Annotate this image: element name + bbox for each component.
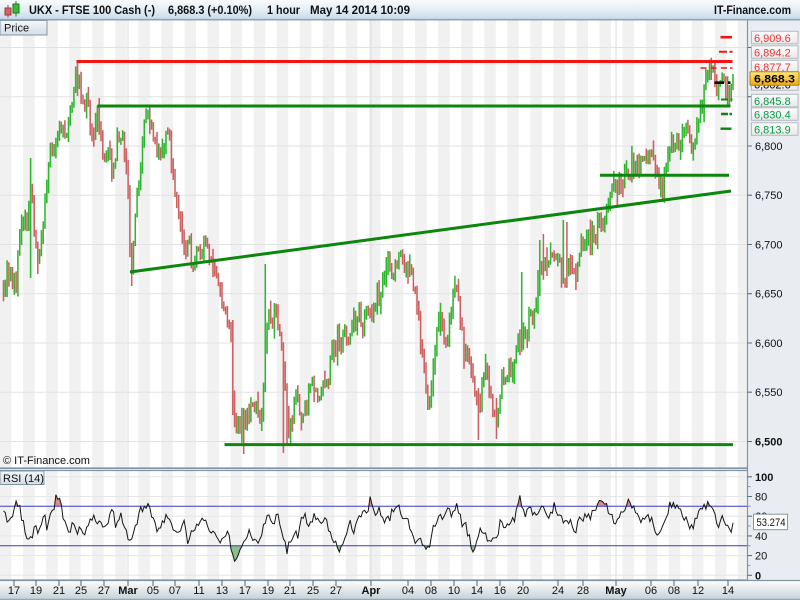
- svg-text:80: 80: [755, 492, 767, 504]
- svg-text:28: 28: [577, 585, 589, 597]
- svg-text:24: 24: [552, 585, 564, 597]
- svg-text:12: 12: [692, 585, 704, 597]
- svg-text:100: 100: [755, 472, 773, 484]
- svg-text:6,877.7: 6,877.7: [754, 62, 791, 74]
- svg-text:14: 14: [471, 585, 483, 597]
- svg-text:Apr: Apr: [362, 585, 382, 597]
- svg-text:04: 04: [402, 585, 414, 597]
- svg-text:17: 17: [8, 585, 20, 597]
- svg-text:17: 17: [239, 585, 251, 597]
- svg-text:08: 08: [425, 585, 437, 597]
- svg-text:27: 27: [98, 585, 110, 597]
- svg-text:6,868.3 (+0.10%): 6,868.3 (+0.10%): [168, 3, 252, 17]
- svg-text:6,909.6: 6,909.6: [754, 33, 791, 45]
- svg-text:6,750: 6,750: [755, 190, 783, 202]
- svg-text:6,813.9: 6,813.9: [754, 124, 791, 136]
- svg-text:6,500: 6,500: [755, 437, 783, 449]
- svg-text:11: 11: [193, 585, 204, 597]
- svg-text:20: 20: [517, 585, 529, 597]
- svg-text:10: 10: [448, 585, 460, 597]
- svg-text:25: 25: [75, 585, 87, 597]
- svg-text:1 hour: 1 hour: [267, 3, 300, 17]
- svg-text:Price: Price: [4, 23, 29, 35]
- svg-text:6,600: 6,600: [755, 338, 783, 350]
- svg-text:07: 07: [169, 585, 181, 597]
- svg-text:6,845.8: 6,845.8: [754, 96, 791, 108]
- svg-text:RSI (14): RSI (14): [3, 473, 44, 485]
- svg-text:© IT-Finance.com: © IT-Finance.com: [3, 455, 90, 467]
- svg-text:13: 13: [216, 585, 228, 597]
- svg-text:6,550: 6,550: [755, 387, 783, 399]
- svg-text:20: 20: [755, 551, 767, 563]
- svg-text:05: 05: [147, 585, 159, 597]
- svg-text:08: 08: [668, 585, 680, 597]
- svg-text:Mar: Mar: [118, 585, 138, 597]
- svg-text:6,894.2: 6,894.2: [754, 47, 791, 59]
- svg-text:May: May: [605, 585, 627, 597]
- svg-text:21: 21: [53, 585, 65, 597]
- svg-text:6,700: 6,700: [755, 240, 783, 252]
- svg-text:16: 16: [494, 585, 506, 597]
- svg-text:53.274: 53.274: [757, 517, 786, 529]
- svg-text:40: 40: [755, 531, 767, 543]
- svg-text:27: 27: [330, 585, 342, 597]
- svg-text:6,800: 6,800: [755, 141, 783, 153]
- svg-text:14: 14: [722, 585, 734, 597]
- svg-text:25: 25: [307, 585, 319, 597]
- svg-text:06: 06: [645, 585, 657, 597]
- svg-text:0: 0: [755, 570, 761, 582]
- svg-text:6,650: 6,650: [755, 289, 783, 301]
- svg-text:6,868.3: 6,868.3: [754, 74, 795, 86]
- svg-text:6,830.4: 6,830.4: [754, 109, 791, 121]
- svg-text:21: 21: [284, 585, 296, 597]
- svg-text:UKX - FTSE 100 Cash (-): UKX - FTSE 100 Cash (-): [29, 3, 155, 17]
- svg-text:May 14 2014 10:09: May 14 2014 10:09: [310, 3, 410, 17]
- svg-text:IT-Finance.com: IT-Finance.com: [714, 3, 791, 17]
- svg-text:19: 19: [262, 585, 274, 597]
- svg-text:19: 19: [30, 585, 42, 597]
